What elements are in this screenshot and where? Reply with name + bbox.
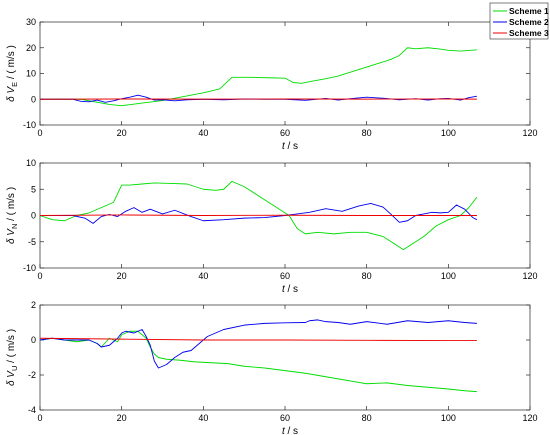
series-line-scheme-2: [40, 319, 477, 369]
x-tick-label: 0: [37, 413, 42, 423]
x-tick-label: 120: [522, 271, 537, 281]
x-tick-label: 80: [362, 128, 372, 138]
legend-entry-3: Scheme 3: [509, 28, 549, 38]
y-tick-label: 5: [31, 184, 36, 194]
y-tick-label: 30: [26, 17, 36, 27]
y-axis-label-unit: / ( m/s ): [6, 45, 17, 82]
x-axis-label-unit: / s: [285, 426, 298, 435]
y-axis-label: δ VN / ( m/s ): [6, 187, 19, 244]
y-axis-label-symbol: δ V: [6, 86, 17, 102]
x-axis-label: t / s: [282, 426, 298, 435]
series-line-scheme-3: [40, 214, 477, 216]
x-tick-label: 60: [280, 271, 290, 281]
y-tick-label: -2: [28, 370, 36, 380]
x-axis-label-symbol: t: [282, 141, 286, 152]
y-axis-label-symbol: δ V: [6, 370, 17, 386]
x-tick-label: 40: [198, 413, 208, 423]
y-axis-label: δ VE / ( m/s ): [6, 45, 19, 102]
x-axis-label: t / s: [282, 141, 298, 152]
y-tick-label: -10: [23, 263, 36, 273]
chart-panel-2: 0 20 40 60 80 100 120 -10 -5 0 5 10 t / s δ VN / ( m/…: [6, 158, 538, 295]
x-tick-label: 80: [362, 413, 372, 423]
y-axis-label-subscript: N: [10, 224, 19, 229]
y-tick-label: 10: [26, 158, 36, 168]
y-tick-label: -4: [28, 405, 36, 415]
x-tick-label: 40: [198, 128, 208, 138]
y-tick-label: 0: [31, 94, 36, 104]
x-tick-label: 20: [117, 128, 127, 138]
y-tick-label: -5: [28, 237, 36, 247]
series-line-scheme-2: [40, 202, 478, 224]
y-tick-label: 0: [31, 211, 36, 221]
chart-panel-3: 0 20 40 60 80 100 120 -4 -2 0 2 t / s δ VU / ( m/s ): [6, 300, 538, 435]
y-tick-label: 20: [26, 43, 36, 53]
plot-frame: [39, 21, 531, 126]
x-tick-label: 20: [117, 413, 127, 423]
y-tick-label: 2: [31, 300, 36, 310]
y-axis-label: δ VU / ( m/s ): [6, 329, 19, 386]
legend-entry-2: Scheme 2: [509, 17, 549, 27]
y-axis-label-unit: / ( m/s ): [6, 187, 17, 224]
y-axis-label-unit: / ( m/s ): [6, 329, 17, 366]
x-axis-label-symbol: t: [282, 284, 286, 295]
series-line-scheme-1: [40, 180, 478, 251]
x-tick-label: 120: [522, 128, 537, 138]
series-group: [40, 47, 478, 107]
x-axis-label-unit: / s: [285, 141, 298, 152]
x-tick-label: 60: [280, 128, 290, 138]
y-tick-label: 0: [31, 335, 36, 345]
x-tick-label: 80: [362, 271, 372, 281]
x-tick-label: 100: [441, 128, 456, 138]
y-tick-label: 10: [26, 69, 36, 79]
x-axis-label-symbol: t: [282, 426, 286, 435]
x-axis-label-unit: / s: [285, 284, 298, 295]
series-group: [40, 319, 477, 393]
y-axis-label-symbol: δ V: [6, 228, 17, 244]
legend-entry-1: Scheme 1: [509, 6, 549, 16]
x-tick-label: 60: [280, 413, 290, 423]
x-tick-label: 120: [522, 413, 537, 423]
plot-frame: [39, 304, 531, 411]
y-axis-label-subscript: U: [10, 366, 19, 371]
x-tick-label: 0: [37, 271, 42, 281]
x-tick-label: 40: [198, 271, 208, 281]
y-tick-label: -10: [23, 120, 36, 130]
x-tick-label: 0: [37, 128, 42, 138]
x-tick-label: 20: [117, 271, 127, 281]
x-tick-label: 100: [441, 271, 456, 281]
series-line-scheme-3: [40, 337, 477, 341]
series-line-scheme-1: [40, 47, 477, 107]
x-tick-label: 100: [441, 413, 456, 423]
x-axis-label: t / s: [282, 284, 298, 295]
y-axis-label-subscript: E: [10, 82, 19, 87]
series-group: [40, 180, 478, 251]
